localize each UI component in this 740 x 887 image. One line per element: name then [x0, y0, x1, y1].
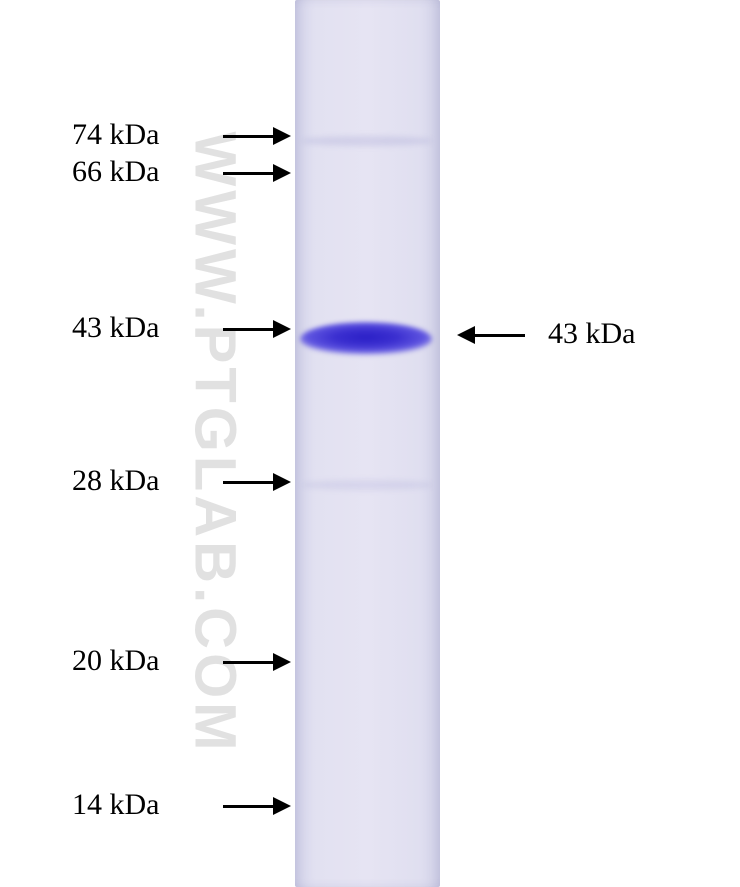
- mw-marker-label: 20 kDa: [72, 644, 159, 678]
- protein-band-main: [300, 322, 432, 356]
- gel-lane: [295, 0, 440, 887]
- mw-marker-label: 14 kDa: [72, 788, 159, 822]
- arrow-right-icon: [223, 797, 291, 815]
- arrow-right-icon: [223, 320, 291, 338]
- arrow-right-icon: [223, 473, 291, 491]
- arrow-right-icon: [223, 127, 291, 145]
- faint-band: [302, 480, 432, 490]
- mw-marker-label: 28 kDa: [72, 464, 159, 498]
- arrow-right-icon: [223, 653, 291, 671]
- arrow-left-icon: [457, 326, 525, 344]
- faint-band: [302, 136, 432, 146]
- mw-marker-label: 43 kDa: [72, 311, 159, 345]
- mw-marker-label: 66 kDa: [72, 155, 159, 189]
- arrow-right-icon: [223, 164, 291, 182]
- band-size-label: 43 kDa: [548, 317, 635, 351]
- mw-marker-label: 74 kDa: [72, 118, 159, 152]
